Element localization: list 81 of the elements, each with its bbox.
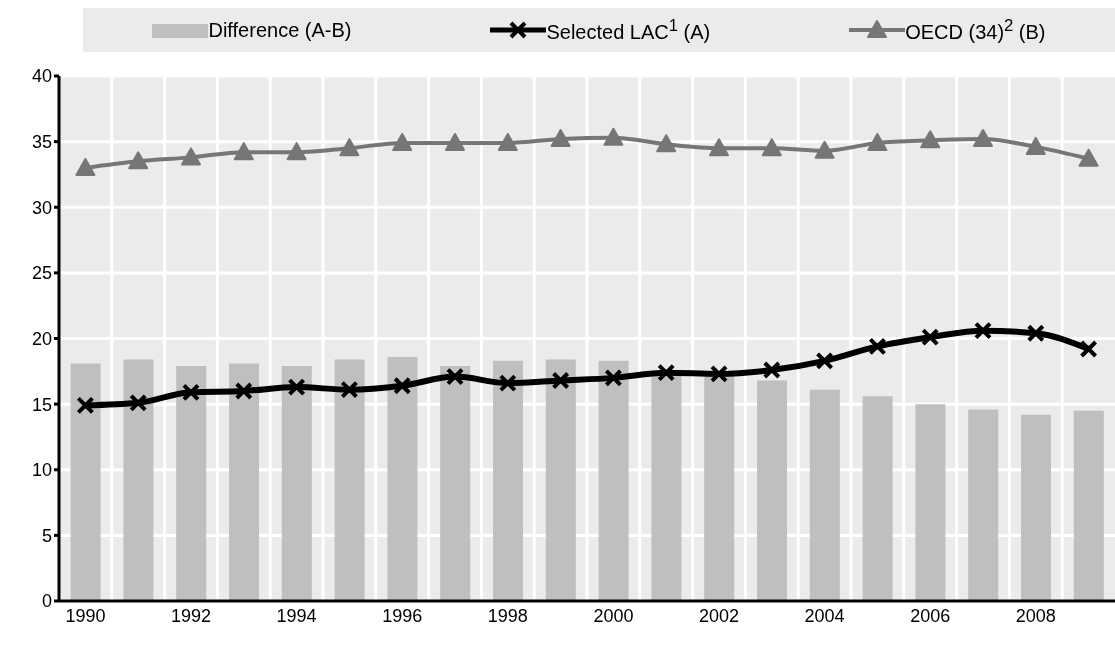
bar bbox=[862, 396, 893, 601]
bar bbox=[545, 359, 576, 601]
y-tick-label: 40 bbox=[31, 66, 52, 87]
point bbox=[604, 368, 623, 387]
x-tick-label: 2004 bbox=[804, 605, 845, 626]
point bbox=[656, 134, 677, 153]
x-tick-label: 2000 bbox=[593, 605, 634, 626]
point bbox=[234, 382, 253, 400]
point bbox=[75, 157, 96, 176]
y-tick-label: 25 bbox=[31, 263, 52, 284]
point bbox=[182, 383, 200, 402]
legend-label: Selected LAC$^{1}$ (A) bbox=[546, 16, 711, 44]
point bbox=[129, 393, 148, 412]
point bbox=[181, 147, 201, 166]
y-tick-label: 0 bbox=[41, 591, 52, 612]
point bbox=[233, 142, 254, 161]
point bbox=[920, 130, 941, 149]
point bbox=[974, 321, 992, 340]
bar bbox=[757, 380, 788, 601]
point bbox=[551, 371, 570, 390]
point bbox=[761, 138, 782, 157]
y-tick-label: 30 bbox=[31, 197, 52, 218]
x-tick-label: 1990 bbox=[65, 605, 106, 626]
point bbox=[709, 138, 729, 157]
bar bbox=[493, 360, 524, 601]
point bbox=[128, 151, 149, 170]
bar bbox=[968, 409, 999, 601]
x-tick-label: 2006 bbox=[910, 605, 951, 626]
x-tick-label: 1994 bbox=[276, 605, 317, 626]
y-tick-label: 35 bbox=[31, 132, 52, 153]
y-tick-label: 10 bbox=[31, 460, 52, 481]
bar bbox=[809, 389, 840, 601]
point bbox=[392, 132, 413, 151]
point bbox=[445, 132, 465, 151]
bar bbox=[1073, 410, 1104, 601]
point bbox=[339, 138, 360, 157]
y-tick-label: 15 bbox=[31, 394, 52, 415]
point bbox=[1078, 148, 1099, 167]
bar bbox=[598, 360, 629, 601]
point bbox=[1025, 136, 1046, 155]
point bbox=[287, 378, 306, 397]
point bbox=[1079, 340, 1098, 358]
point bbox=[868, 337, 887, 356]
x-tick-label: 1992 bbox=[170, 605, 212, 626]
point bbox=[498, 374, 517, 393]
point bbox=[867, 132, 888, 151]
bar bbox=[915, 404, 946, 601]
bar bbox=[70, 363, 101, 601]
x-tick-label: 2008 bbox=[1015, 605, 1056, 626]
point bbox=[286, 142, 307, 161]
legend-label: Difference (A-B) bbox=[208, 18, 352, 42]
point bbox=[76, 396, 95, 415]
bar bbox=[123, 359, 154, 601]
x-tick-label: 2002 bbox=[698, 605, 740, 626]
x-tick-label: 1998 bbox=[487, 605, 528, 626]
y-tick-label: 20 bbox=[31, 328, 52, 349]
point bbox=[603, 127, 624, 146]
bar bbox=[176, 366, 207, 601]
bar bbox=[281, 366, 312, 601]
bar bbox=[440, 366, 471, 601]
y-tick-label: 5 bbox=[41, 525, 52, 546]
point bbox=[710, 364, 728, 383]
legend-label: OECD (34)$^{2}$ (B) bbox=[905, 16, 1046, 44]
bar bbox=[704, 375, 735, 601]
point bbox=[340, 380, 359, 399]
point bbox=[1026, 324, 1045, 343]
point bbox=[497, 132, 518, 151]
point bbox=[814, 140, 835, 159]
point bbox=[973, 129, 993, 147]
x-tick-label: 1996 bbox=[382, 605, 423, 626]
bar bbox=[387, 356, 418, 601]
point bbox=[446, 367, 464, 386]
point bbox=[815, 351, 834, 370]
point bbox=[550, 129, 571, 147]
bar bbox=[229, 363, 260, 601]
point bbox=[657, 363, 676, 382]
point bbox=[762, 361, 781, 379]
point bbox=[393, 376, 412, 395]
bar bbox=[334, 359, 365, 601]
point bbox=[921, 328, 940, 347]
bar bbox=[1021, 414, 1052, 601]
